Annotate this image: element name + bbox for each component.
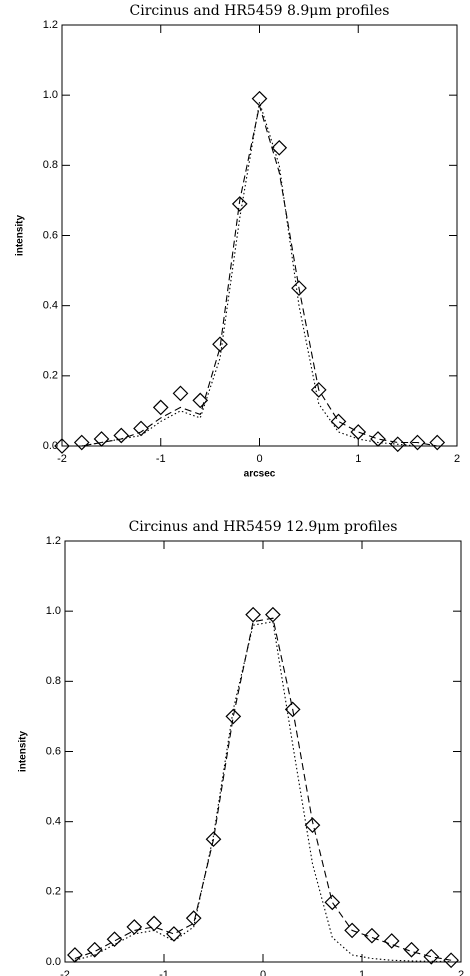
diamond-marker xyxy=(212,336,228,353)
diamond-marker xyxy=(106,931,123,948)
x-tick-label: -2 xyxy=(60,969,70,976)
x-axis-label: arcsec xyxy=(244,469,276,480)
y-tick-label: 0.6 xyxy=(46,745,61,757)
diamond-marker xyxy=(304,817,321,834)
diamond-marker xyxy=(423,948,440,965)
y-tick-label: 1.0 xyxy=(43,89,58,101)
diamond-marker xyxy=(403,941,420,958)
plot-frame xyxy=(61,24,458,447)
diamond-marker xyxy=(344,922,360,939)
diamond-marker xyxy=(67,947,83,963)
diamond-marker xyxy=(192,392,209,409)
x-tick-label: 1 xyxy=(359,969,365,976)
diamond-marker xyxy=(370,431,386,447)
dashed-line xyxy=(62,105,438,447)
diamond-marker xyxy=(429,434,446,451)
diamond-marker xyxy=(265,606,281,623)
x-tick-label: 1 xyxy=(355,453,361,465)
diamond-marker xyxy=(86,941,103,958)
y-tick-label: 0.6 xyxy=(43,229,58,241)
diamond-marker xyxy=(113,427,130,444)
diamond-marker xyxy=(383,933,400,949)
y-tick-label: 0.8 xyxy=(46,675,61,687)
y-tick-label: 1.0 xyxy=(46,605,61,617)
y-tick-label: 0.4 xyxy=(46,816,61,828)
diamond-marker xyxy=(291,280,307,296)
x-tick-label: 0 xyxy=(260,969,266,976)
diamond-marker xyxy=(73,434,90,451)
diamond-marker xyxy=(225,708,242,725)
diamond-marker xyxy=(364,927,380,944)
diamond-marker xyxy=(443,952,459,969)
diamond-marker xyxy=(409,434,426,451)
x-tick-label: -1 xyxy=(159,969,169,976)
y-tick-label: 1.2 xyxy=(43,19,58,31)
y-tick-label: 0.2 xyxy=(46,886,61,898)
diamond-marker xyxy=(133,420,149,437)
diamond-marker xyxy=(284,701,301,718)
diamond-marker xyxy=(271,139,288,156)
diamond-marker xyxy=(54,438,70,454)
y-tick-label: 0.2 xyxy=(43,370,58,382)
diamond-marker xyxy=(245,606,261,623)
x-tick-label: -2 xyxy=(57,453,67,465)
diamond-marker xyxy=(310,382,327,398)
plot-frame xyxy=(64,540,462,963)
diamond-marker xyxy=(166,926,182,942)
y-tick-label: 0.0 xyxy=(43,440,58,452)
diamond-marker xyxy=(185,910,202,926)
y-tick-label: 0.8 xyxy=(43,159,58,171)
diamond-marker xyxy=(350,424,367,440)
y-tick-label: 0.4 xyxy=(43,300,58,312)
dotted-line xyxy=(62,102,438,447)
x-tick-label: 0 xyxy=(256,453,262,465)
dashed-line xyxy=(74,617,452,961)
y-axis-label: intensity xyxy=(18,731,29,773)
x-tick-label: 2 xyxy=(458,969,464,976)
x-tick-label: 2 xyxy=(454,453,460,465)
diamond-marker xyxy=(126,919,143,935)
diamond-marker xyxy=(231,196,248,212)
diamond-marker xyxy=(205,831,222,848)
diamond-marker xyxy=(330,413,347,430)
diamond-marker xyxy=(324,894,341,911)
x-tick-label: -1 xyxy=(156,453,166,465)
diamond-marker xyxy=(152,399,169,416)
chart-title: Circinus and HR5459 8.9μm profiles xyxy=(130,3,390,19)
y-axis-label: intensity xyxy=(15,215,26,257)
y-tick-label: 1.2 xyxy=(46,535,61,547)
y-tick-label: 0.0 xyxy=(46,956,61,968)
diamond-marker xyxy=(172,385,189,402)
dotted-line xyxy=(74,621,452,963)
chart-title: Circinus and HR5459 12.9μm profiles xyxy=(129,519,398,535)
diamond-marker xyxy=(93,431,110,447)
